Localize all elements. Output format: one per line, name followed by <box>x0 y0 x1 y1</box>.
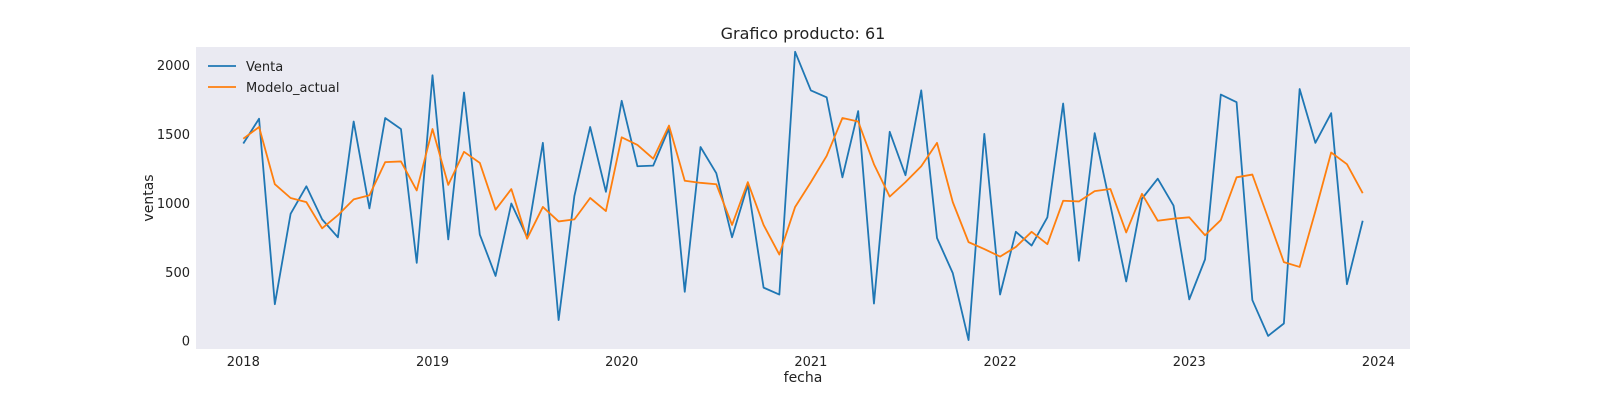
y-axis-label: ventas <box>141 174 157 221</box>
legend-label: Venta <box>246 60 283 75</box>
y-axis: 0 500 1000 1500 2000 <box>157 59 190 350</box>
x-tick-label: 2022 <box>984 355 1017 370</box>
y-tick-label: 2000 <box>157 59 190 74</box>
chart-title: Grafico producto: 61 <box>721 24 886 43</box>
legend-label: Modelo_actual <box>246 81 340 96</box>
x-tick-label: 2019 <box>416 355 449 370</box>
legend: Venta Modelo_actual <box>208 60 340 96</box>
x-axis-label: fecha <box>784 370 823 386</box>
series-lines <box>242 50 1364 341</box>
y-tick-label: 500 <box>165 266 190 281</box>
x-tick-label: 2024 <box>1362 355 1395 370</box>
y-tick-label: 1500 <box>157 128 190 143</box>
x-tick-label: 2023 <box>1173 355 1206 370</box>
plot-area <box>196 47 1410 349</box>
y-tick-label: 0 <box>182 335 190 350</box>
series-line-venta <box>242 50 1364 341</box>
y-tick-label: 1000 <box>157 197 190 212</box>
x-tick-label: 2018 <box>227 355 260 370</box>
x-axis: 2018 2019 2020 2021 2022 2023 2024 <box>227 355 1395 370</box>
x-tick-label: 2020 <box>605 355 638 370</box>
x-tick-label: 2021 <box>794 355 827 370</box>
series-line-modelo-actual <box>242 117 1364 268</box>
